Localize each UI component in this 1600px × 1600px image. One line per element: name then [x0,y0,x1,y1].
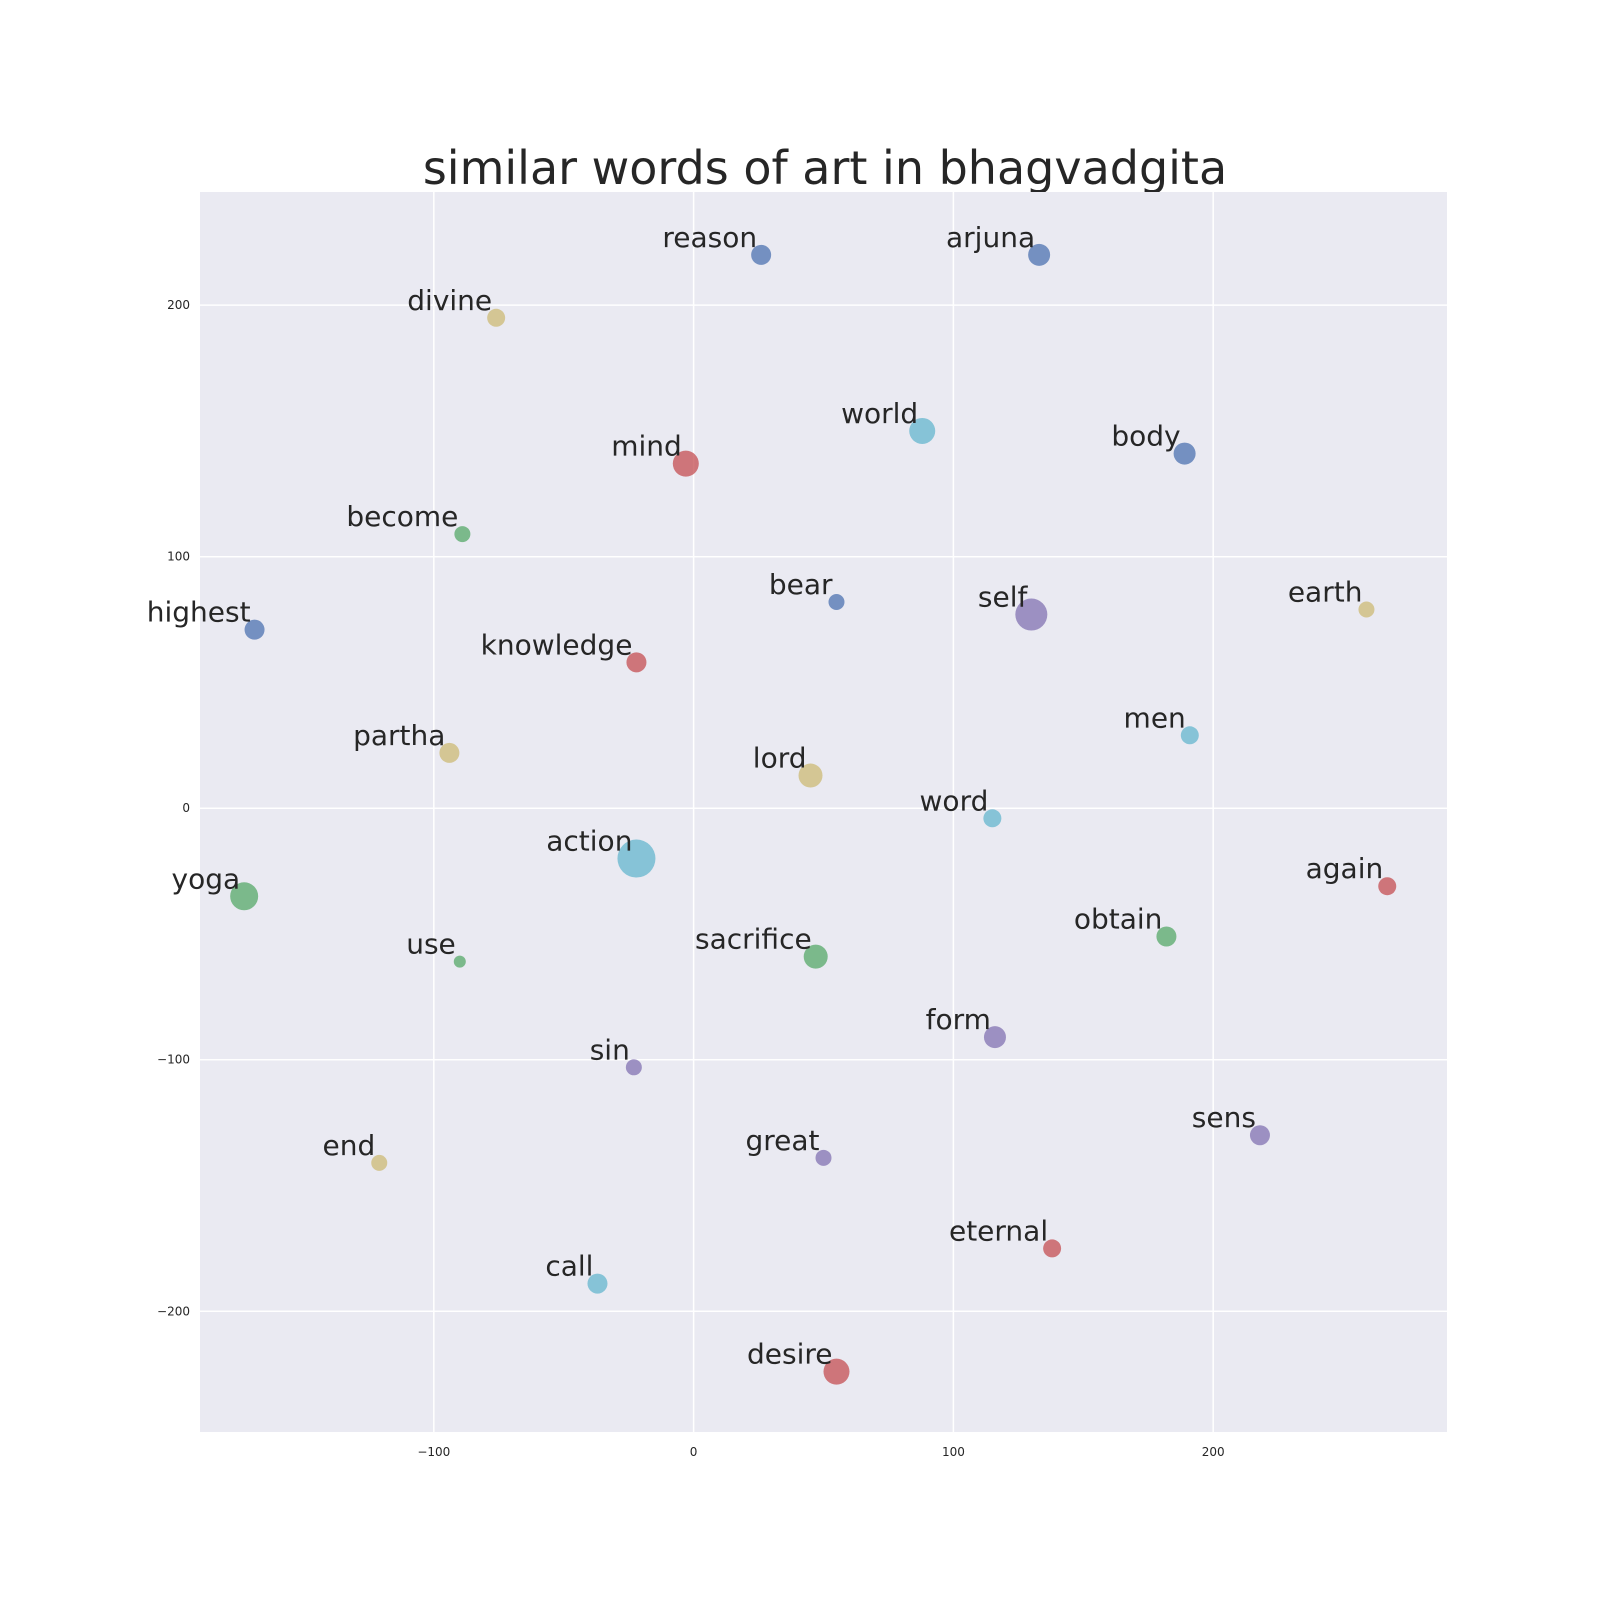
data-point-earth [1358,601,1375,618]
y-tick-label: −200 [157,1304,190,1318]
point-label-action: action [546,825,632,858]
data-point-self [1015,598,1048,631]
data-point-obtain [1156,926,1177,947]
data-point-divine [487,308,506,327]
data-point-form [983,1026,1006,1049]
data-point-reason [751,244,772,265]
point-label-reason: reason [662,221,757,254]
data-point-highest [244,619,265,640]
data-point-use [453,955,466,968]
point-label-use: use [406,928,456,961]
data-point-mind [672,450,699,477]
data-point-action [617,839,656,878]
point-label-body: body [1111,420,1180,453]
data-point-world [909,417,936,444]
data-point-yoga [230,882,259,911]
data-point-men [1180,726,1199,745]
data-points [230,243,1397,1385]
x-tick-label: 200 [1202,1445,1225,1459]
y-tick-label: 200 [167,298,190,312]
point-label-form: form [926,1003,991,1036]
data-point-lord [798,763,823,788]
y-tick-label: 0 [182,801,190,815]
point-label-world: world [841,397,918,430]
data-point-sin [625,1059,642,1076]
data-point-great [815,1149,832,1166]
point-label-again: again [1306,852,1384,885]
data-point-call [587,1273,608,1294]
data-point-again [1378,877,1397,896]
point-label-sin: sin [590,1033,630,1066]
point-label-end: end [323,1129,376,1162]
chart-title: similar words of art in bhagvadgita [423,141,1227,195]
point-label-mind: mind [611,430,682,463]
data-point-desire [823,1358,850,1385]
grid-lines [200,192,1447,1432]
data-point-eternal [1043,1239,1062,1258]
point-label-men: men [1124,701,1186,734]
point-label-obtain: obtain [1074,903,1163,936]
data-point-sacrifice [803,944,828,969]
y-tick-label: −100 [157,1053,190,1067]
data-point-word [983,809,1002,828]
point-label-great: great [745,1124,819,1157]
data-point-sens [1249,1125,1270,1146]
y-tick-label: 100 [167,550,190,564]
point-label-lord: lord [753,742,807,775]
point-labels: reason arjuna divine world body mind become bea… [147,221,1384,1371]
data-point-knowledge [626,652,647,673]
data-point-arjuna [1028,243,1051,266]
point-label-sens: sens [1192,1101,1256,1134]
data-point-become [454,526,471,543]
point-label-call: call [545,1250,593,1283]
point-label-bear: bear [769,568,833,601]
point-label-sacrifice: sacrifice [695,923,812,956]
point-label-yoga: yoga [172,862,241,895]
x-tick-label: −100 [417,1445,450,1459]
point-label-divine: divine [407,284,492,317]
point-label-eternal: eternal [949,1214,1048,1247]
x-tick-label: 0 [690,1445,698,1459]
data-point-end [371,1154,388,1171]
plot-area [200,192,1447,1432]
point-label-become: become [346,500,458,533]
data-point-bear [828,593,845,610]
point-label-arjuna: arjuna [946,221,1035,254]
point-label-word: word [920,784,989,817]
point-label-highest: highest [147,596,251,629]
point-label-self: self [978,581,1029,614]
data-point-body [1173,442,1196,465]
point-label-knowledge: knowledge [481,628,633,661]
x-tick-label: 100 [942,1445,965,1459]
data-point-partha [439,742,460,763]
point-label-earth: earth [1288,576,1363,609]
axis-ticks: −100 0 100 200 −200 −100 0 100 200 [157,298,1225,1459]
point-label-partha: partha [353,719,445,752]
point-label-desire: desire [747,1338,833,1371]
